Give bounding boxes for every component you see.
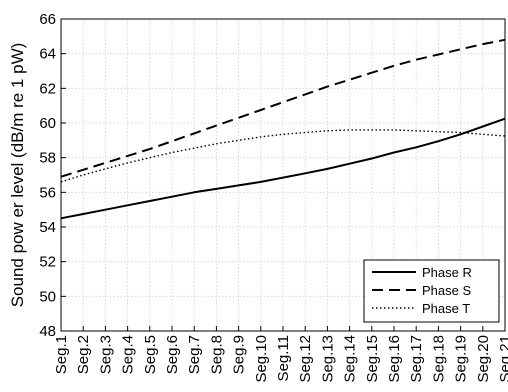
- x-tick-label: Seg.11: [275, 335, 292, 381]
- x-tick-label: Seg.5: [142, 335, 159, 374]
- y-tick-label: 60: [39, 115, 56, 132]
- series-lines: [60, 38, 506, 220]
- y-axis-label: Sound pow er level (dB/m re 1 pW): [8, 43, 27, 308]
- x-tick-label: Seg.13: [319, 335, 336, 383]
- legend-label: Phase T: [422, 301, 470, 316]
- x-tick-label: Seg.10: [253, 335, 270, 383]
- x-tick-label: Seg.19: [453, 335, 470, 383]
- y-tick-label: 50: [39, 288, 56, 305]
- y-tick-label: 52: [39, 254, 56, 271]
- x-tick-label: Seg.7: [186, 335, 203, 374]
- y-tick-label: 48: [39, 323, 56, 340]
- x-tick-label: Seg.12: [297, 335, 314, 383]
- x-tick-label: Seg.3: [97, 335, 114, 374]
- x-tick-label: Seg.18: [430, 335, 447, 383]
- legend-label: Phase R: [422, 265, 472, 280]
- legend-box: [363, 259, 500, 323]
- legend-label: Phase S: [422, 283, 471, 298]
- series-line-phase-t: [60, 129, 506, 183]
- x-tick-label: Seg.1: [53, 335, 70, 374]
- y-tick-label: 56: [39, 184, 56, 201]
- x-tick-label: Seg.6: [164, 335, 181, 374]
- x-tick-label: Seg.21: [497, 335, 508, 383]
- x-tick-label: Seg.9: [231, 335, 248, 374]
- y-tick-label: 64: [39, 46, 56, 63]
- x-tick-label: Seg.15: [364, 335, 381, 383]
- x-tick-label: Seg.8: [208, 335, 225, 374]
- legend: Phase R Phase S Phase T: [363, 259, 500, 323]
- x-tick-label: Seg.16: [386, 335, 403, 383]
- x-tick-label: Seg.4: [120, 335, 137, 374]
- tick-labels: 48 50 52 54 56 58 60 62 64 66 Seg.1 Seg.2 Seg.3 Seg.4…: [39, 11, 508, 383]
- x-tick-label: Seg.2: [75, 335, 92, 374]
- y-tick-label: 66: [39, 11, 56, 28]
- y-tick-label: 54: [39, 219, 56, 236]
- series-line-phase-s: [60, 38, 506, 178]
- x-tick-label: Seg.17: [408, 335, 425, 383]
- series-line-phase-r: [60, 117, 506, 220]
- y-tick-label: 62: [39, 80, 56, 97]
- x-tick-label: Seg.14: [342, 335, 359, 383]
- y-tick-label: 58: [39, 150, 56, 167]
- x-tick-label: Seg.20: [475, 335, 492, 383]
